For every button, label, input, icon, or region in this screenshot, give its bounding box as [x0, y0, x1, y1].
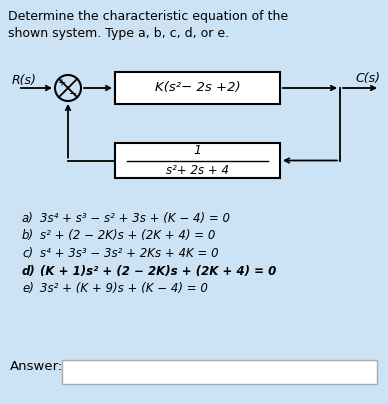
Text: e): e)	[22, 282, 34, 295]
Text: 3s⁴ + s³ − s² + 3s + (K − 4) = 0: 3s⁴ + s³ − s² + 3s + (K − 4) = 0	[40, 212, 230, 225]
Text: Answer:: Answer:	[10, 360, 63, 373]
Text: R(s): R(s)	[12, 74, 37, 87]
Bar	[62, 360, 377, 384]
Bar	[115, 143, 280, 178]
Text: a): a)	[22, 212, 34, 225]
Text: s²+ 2s + 4: s²+ 2s + 4	[166, 164, 229, 177]
Text: 3s² + (K + 9)s + (K − 4) = 0: 3s² + (K + 9)s + (K − 4) = 0	[40, 282, 208, 295]
Text: s² + (2 − 2K)s + (2K + 4) = 0: s² + (2 − 2K)s + (2K + 4) = 0	[40, 229, 215, 242]
Text: 1: 1	[194, 143, 201, 156]
Bar	[10, 48, 378, 206]
Text: +: +	[57, 78, 65, 88]
Text: s⁴ + 3s³ − 3s² + 2Ks + 4K = 0: s⁴ + 3s³ − 3s² + 2Ks + 4K = 0	[40, 247, 218, 260]
Text: Determine the characteristic equation of the: Determine the characteristic equation of…	[8, 10, 288, 23]
Text: c): c)	[22, 247, 33, 260]
Text: d): d)	[22, 265, 36, 278]
Text: C(s): C(s)	[355, 72, 380, 85]
Text: −: −	[69, 89, 77, 99]
Text: K(s²− 2s +2): K(s²− 2s +2)	[155, 82, 240, 95]
Text: shown system. Type a, b, c, d, or e.: shown system. Type a, b, c, d, or e.	[8, 27, 229, 40]
Text: b): b)	[22, 229, 34, 242]
Bar	[115, 72, 280, 104]
Text: (K + 1)s² + (2 − 2K)s + (2K + 4) = 0: (K + 1)s² + (2 − 2K)s + (2K + 4) = 0	[40, 265, 276, 278]
